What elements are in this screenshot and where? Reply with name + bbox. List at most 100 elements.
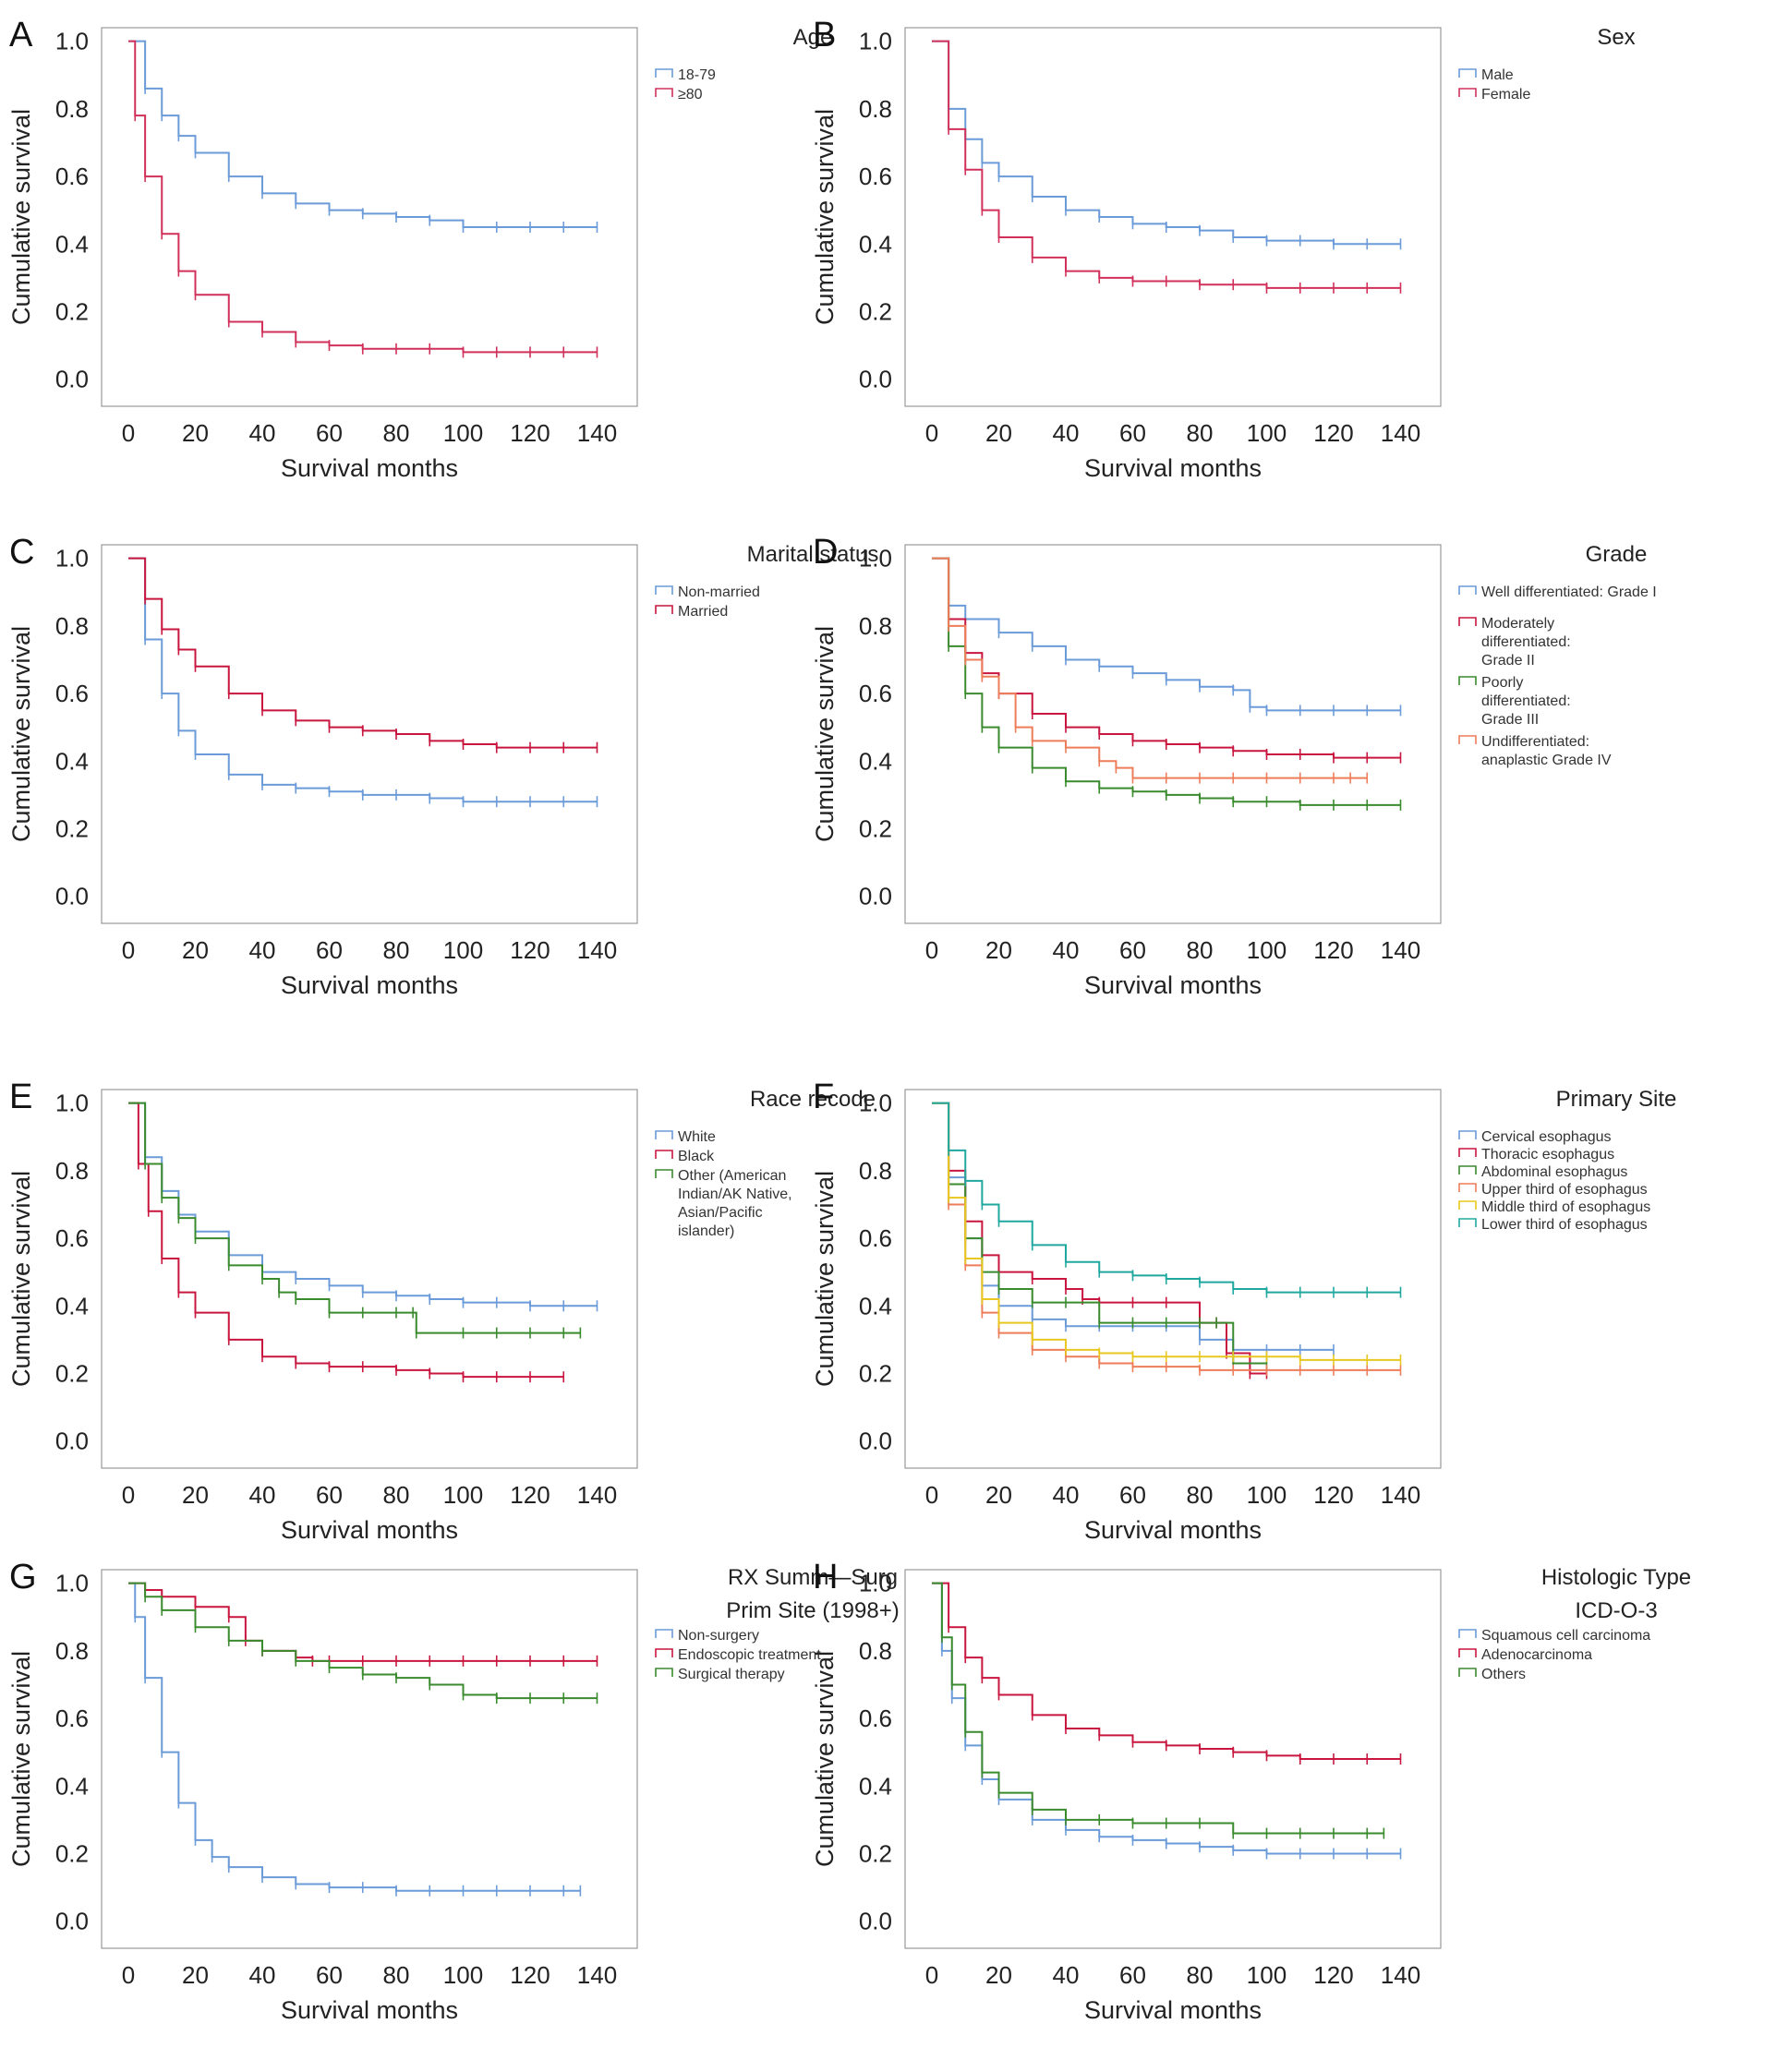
x-tick-label: 120 (510, 419, 550, 447)
legend-label: Thoracic esophagus (1481, 1147, 1614, 1162)
x-axis-label: Survival months (1084, 454, 1262, 482)
panel-letter: G (9, 1558, 37, 1596)
legend-label: White (678, 1129, 716, 1145)
survival-curve (932, 1582, 1384, 1835)
legend-label: Female (1481, 87, 1530, 102)
x-axis-label: Survival months (281, 1516, 458, 1544)
legend-swatch (1458, 1148, 1477, 1157)
x-tick-label: 100 (443, 419, 483, 447)
y-tick-label: 1.0 (859, 1570, 892, 1597)
x-tick-label: 40 (1053, 936, 1080, 964)
legend-label: Poorly (1481, 675, 1523, 691)
y-tick-label: 0.0 (859, 883, 892, 910)
survival-curve (932, 1582, 1401, 1855)
legend-swatch (1458, 1165, 1477, 1175)
x-tick-label: 140 (1381, 419, 1420, 447)
legend-swatch (655, 585, 673, 595)
survival-curve (932, 40, 1401, 289)
legend-label: Moderately (1481, 616, 1554, 632)
survival-curve (932, 1102, 1401, 1361)
legend-title: Prim Site (1998+) (726, 1598, 899, 1623)
y-tick-label: 0.6 (859, 680, 892, 707)
y-tick-label: 0.8 (55, 612, 89, 640)
y-tick-label: 0.4 (55, 747, 89, 775)
x-axis-label: Survival months (281, 1996, 458, 2024)
x-axis-label: Survival months (1084, 1516, 1262, 1544)
x-tick-label: 60 (316, 419, 343, 447)
y-tick-label: 0.6 (55, 163, 89, 190)
x-tick-label: 60 (316, 1961, 343, 1989)
legend-title: Grade (1586, 542, 1648, 567)
legend-swatch (655, 88, 673, 97)
x-tick-label: 0 (925, 936, 938, 964)
legend-swatch (1458, 1183, 1477, 1192)
panel-letter: H (813, 1558, 838, 1596)
y-tick-label: 0.8 (55, 1157, 89, 1185)
x-tick-label: 0 (122, 1961, 135, 1989)
legend-label: anaplastic Grade IV (1481, 753, 1612, 768)
legend-swatch (1458, 88, 1477, 97)
x-tick-label: 80 (383, 1961, 410, 1989)
legend-label: ≥80 (678, 87, 703, 102)
x-tick-label: 0 (122, 1481, 135, 1509)
survival-curve (128, 40, 598, 228)
x-tick-label: 60 (1119, 1961, 1146, 1989)
y-tick-label: 1.0 (859, 28, 892, 55)
x-tick-label: 120 (1313, 936, 1353, 964)
plot-frame (101, 544, 638, 924)
x-tick-label: 0 (925, 1961, 938, 1989)
x-tick-label: 0 (122, 936, 135, 964)
legend-swatch (655, 1668, 673, 1677)
x-tick-label: 20 (182, 1961, 209, 1989)
y-axis-label: Cumulative survival (811, 1651, 839, 1867)
x-tick-label: 140 (1381, 936, 1420, 964)
km-panel-d: D 0.0 0.2 0.4 0.6 0.8 1.0 0 20 40 60 80 100 120 140 Sur… (811, 533, 1657, 999)
x-tick-label: 60 (1119, 1481, 1146, 1509)
x-tick-label: 40 (249, 936, 276, 964)
legend-label: Other (American (678, 1168, 786, 1184)
x-tick-label: 80 (1187, 419, 1214, 447)
x-tick-label: 40 (1053, 1481, 1080, 1509)
y-tick-label: 0.8 (859, 1637, 892, 1665)
survival-curve (128, 1582, 581, 1892)
y-tick-label: 1.0 (859, 545, 892, 572)
y-tick-label: 0.8 (859, 95, 892, 123)
legend-swatch (1458, 1130, 1477, 1139)
y-tick-label: 0.0 (55, 1428, 89, 1455)
y-tick-label: 0.0 (55, 883, 89, 910)
survival-curve (932, 40, 1401, 246)
x-tick-label: 100 (1247, 419, 1287, 447)
x-tick-label: 140 (577, 1961, 617, 1989)
y-tick-label: 0.2 (55, 1840, 89, 1868)
x-tick-label: 40 (249, 419, 276, 447)
legend-swatch (1458, 735, 1477, 744)
panel-letter: A (9, 16, 33, 54)
x-tick-label: 60 (1119, 936, 1146, 964)
panel-letter: E (9, 1078, 32, 1116)
x-tick-label: 40 (249, 1481, 276, 1509)
legend-label: differentiated: (1481, 634, 1571, 650)
x-tick-label: 140 (577, 936, 617, 964)
y-tick-label: 1.0 (55, 1090, 89, 1117)
x-axis-label: Survival months (281, 971, 458, 999)
legend-swatch (655, 1629, 673, 1638)
legend-swatch (655, 1150, 673, 1159)
survival-curve (128, 557, 598, 803)
x-tick-label: 80 (383, 936, 410, 964)
x-tick-label: 20 (182, 1481, 209, 1509)
legend-label: Well differentiated: Grade I (1481, 584, 1657, 600)
km-panel-b: B 0.0 0.2 0.4 0.6 0.8 1.0 0 20 40 60 80 100 120 140 Sur… (811, 16, 1636, 482)
x-tick-label: 0 (925, 419, 938, 447)
legend-swatch (655, 68, 673, 78)
y-axis-label: Cumulative survival (7, 109, 35, 325)
y-tick-label: 0.0 (859, 1908, 892, 1935)
legend-label: Indian/AK Native, (678, 1187, 792, 1202)
legend-title: Primary Site (1556, 1087, 1677, 1112)
legend-label: Middle third of esophagus (1481, 1199, 1650, 1215)
x-tick-label: 60 (316, 936, 343, 964)
legend-swatch (1458, 617, 1477, 626)
y-tick-label: 0.2 (55, 1360, 89, 1388)
legend-label: Grade III (1481, 712, 1539, 728)
y-tick-label: 0.4 (55, 230, 89, 258)
legend-title: ICD-O-3 (1575, 1598, 1657, 1623)
